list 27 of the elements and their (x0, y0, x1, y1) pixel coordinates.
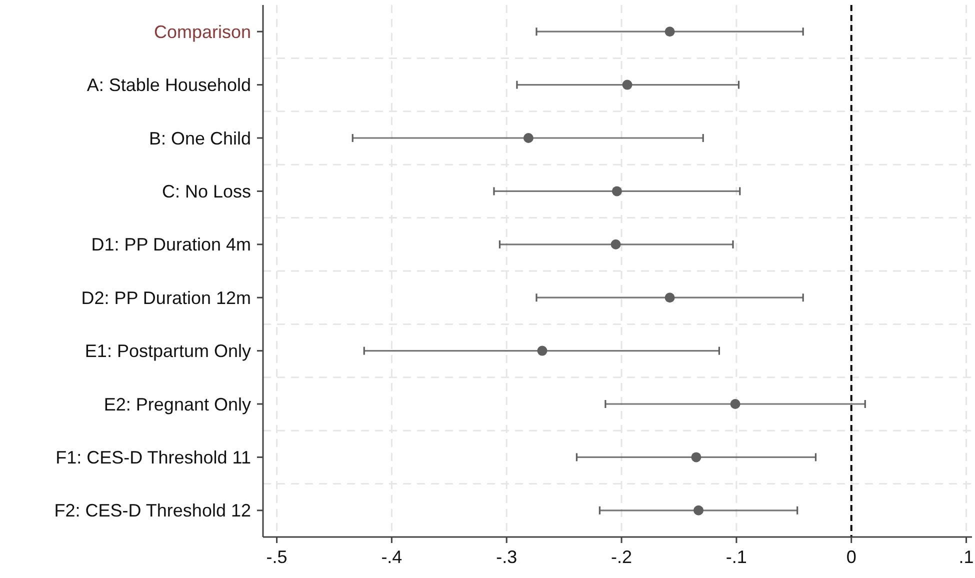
point (610, 239, 621, 250)
point (694, 505, 704, 516)
x-tick-label: -.5 (266, 547, 288, 567)
y-tick-label: F2: CES-D Threshold 12 (54, 500, 251, 521)
y-tick-label: Comparison (154, 22, 251, 42)
y-tick-label: B: One Child (148, 128, 251, 148)
x-tick-label: -.3 (496, 547, 518, 567)
y-tick-label: A: Stable Household (86, 75, 251, 96)
x-tick-label: -.2 (611, 547, 632, 567)
x-tick-label: -.4 (381, 547, 402, 567)
point (664, 292, 675, 303)
point (622, 80, 632, 90)
x-tick-label: 0 (846, 547, 856, 567)
y-tick-label: D1: PP Duration 4m (91, 234, 251, 255)
point (691, 452, 702, 462)
y-tick-label: F1: CES-D Threshold 11 (56, 448, 251, 468)
point (730, 399, 740, 409)
y-tick-label: D2: PP Duration 12m (81, 288, 251, 308)
y-tick-label: E2: Pregnant Only (104, 394, 251, 414)
y-tick-label: E1: Postpartum Only (84, 341, 251, 362)
x-tick-label: .1 (958, 547, 974, 567)
point (664, 26, 675, 37)
point (537, 346, 548, 356)
point (523, 133, 534, 143)
x-tick-label: -.1 (726, 547, 747, 567)
point (612, 186, 622, 196)
y-tick-label: C: No Loss (162, 182, 251, 202)
